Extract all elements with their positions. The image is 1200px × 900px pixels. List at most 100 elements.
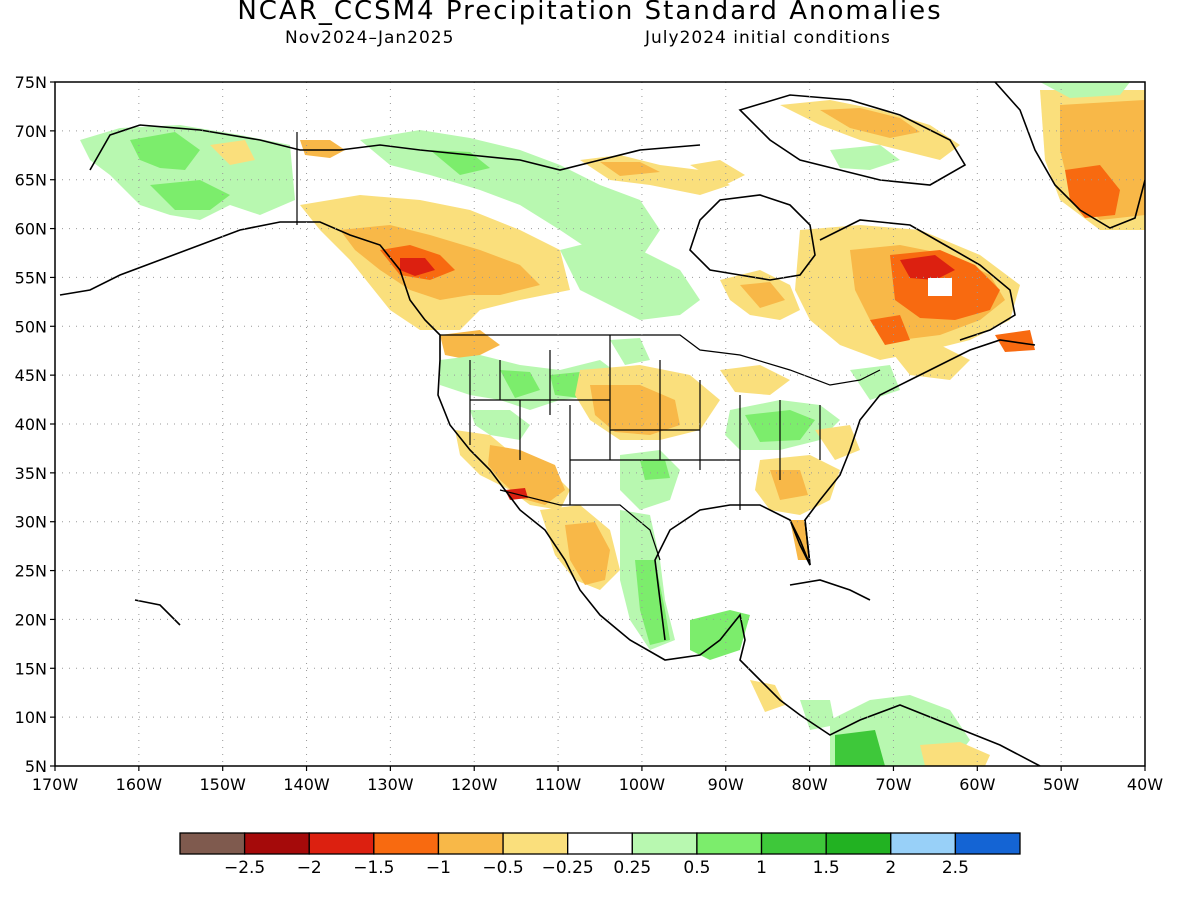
lat-label: 5N bbox=[25, 757, 47, 776]
anomaly-arctic-dry-2 bbox=[600, 162, 660, 176]
colorbar-swatch bbox=[631, 832, 698, 855]
colorbar-swatch bbox=[825, 832, 892, 855]
lon-label: 90W bbox=[708, 775, 744, 794]
lon-label: 60W bbox=[959, 775, 995, 794]
lat-label: 25N bbox=[15, 562, 47, 581]
anomaly-nevada-wet bbox=[470, 410, 530, 440]
lon-label: 110W bbox=[535, 775, 582, 794]
coastlines bbox=[59, 82, 1145, 766]
cuba bbox=[789, 579, 871, 601]
colorbar: −2.5 −2 −1.5 −1 −0.5 −0.25 0.25 0.5 1 1.5 2 2.5 bbox=[179, 832, 1021, 878]
colorbar-label: −0.5 bbox=[482, 858, 523, 878]
colorbar-label: 1 bbox=[756, 858, 767, 878]
lat-label: 15N bbox=[15, 659, 47, 678]
colorbar-swatch bbox=[567, 832, 633, 855]
anomaly-arizona-dry bbox=[488, 445, 565, 505]
anomaly-great-lakes-dry bbox=[720, 365, 790, 395]
lat-label: 30N bbox=[15, 513, 47, 532]
colorbar-swatch bbox=[243, 832, 310, 855]
colorbar-swatch bbox=[308, 832, 375, 855]
anomaly-caribbean-coast-wet bbox=[800, 700, 835, 730]
lon-label: 70W bbox=[875, 775, 911, 794]
lon-label: 40W bbox=[1127, 775, 1163, 794]
colorbar-label: −0.25 bbox=[542, 858, 594, 878]
anomaly-alaska-dry bbox=[210, 140, 255, 165]
anomaly-labrador-hole bbox=[928, 278, 952, 296]
lon-label: 130W bbox=[367, 775, 414, 794]
colorbar-label: −1 bbox=[426, 858, 451, 878]
anomaly-central-america-dry bbox=[750, 680, 785, 712]
colorbar-swatch bbox=[437, 832, 504, 855]
anomaly-idaho-wet bbox=[500, 370, 540, 398]
anomaly-greenland-wet bbox=[1040, 82, 1130, 98]
lon-label: 50W bbox=[1043, 775, 1079, 794]
hudson-bay bbox=[689, 194, 816, 281]
lat-label: 70N bbox=[15, 122, 47, 141]
colorbar-swatch bbox=[890, 832, 957, 855]
anomaly-texas-wet-2 bbox=[640, 460, 670, 480]
arctic-coast bbox=[89, 124, 701, 171]
colorbar-swatch bbox=[760, 832, 827, 855]
anomaly-texas-wet bbox=[620, 450, 680, 510]
anomaly-mexico-dry bbox=[565, 522, 610, 585]
anomaly-labrador-dry-core bbox=[900, 255, 955, 280]
anomaly-shading bbox=[80, 82, 1145, 766]
lon-label: 160W bbox=[116, 775, 163, 794]
us-canada-border bbox=[440, 334, 881, 386]
anomaly-baffin-wet bbox=[830, 145, 900, 170]
lon-label: 150W bbox=[200, 775, 247, 794]
anomaly-arctic-islands-wet bbox=[360, 130, 660, 270]
colorbar-label: 1.5 bbox=[813, 858, 840, 878]
anomaly-mexico-east-wet-2 bbox=[635, 560, 670, 645]
lat-label: 50N bbox=[15, 317, 47, 336]
chart-title: NCAR_CCSM4 Precipitation Standard Anomal… bbox=[237, 0, 943, 26]
colorbar-swatch bbox=[696, 832, 763, 855]
anomaly-northeast-wet bbox=[850, 365, 900, 400]
lon-label: 140W bbox=[283, 775, 330, 794]
anomaly-alaska-interior bbox=[130, 132, 200, 170]
borders bbox=[296, 132, 881, 561]
colorbar-label: 2 bbox=[885, 858, 896, 878]
anomaly-newfoundland-dry bbox=[995, 330, 1035, 352]
colorbar-swatch bbox=[954, 832, 1021, 855]
anomaly-venezuela-dry bbox=[920, 742, 990, 766]
anomaly-maritimes-dry bbox=[890, 345, 970, 380]
us-mexico-border bbox=[499, 489, 661, 561]
colorbar-label: 0.25 bbox=[613, 858, 651, 878]
anomaly-greenland-dry-strong bbox=[1065, 165, 1120, 218]
map-axes: 170W 160W 150W 140W 130W 120W 110W 100W 90W 80W 70… bbox=[15, 73, 1164, 794]
forecast-period: Nov2024–Jan2025 bbox=[285, 28, 455, 48]
colorbar-label: −2.5 bbox=[224, 858, 265, 878]
anomaly-yukon-dry bbox=[300, 140, 345, 158]
anomaly-manitoba-wet bbox=[560, 240, 700, 320]
lon-label: 120W bbox=[451, 775, 498, 794]
anomaly-alaska-south bbox=[150, 180, 230, 210]
lat-label: 75N bbox=[15, 73, 47, 92]
colorbar-swatch bbox=[179, 832, 246, 855]
anomaly-bc-dry-core bbox=[400, 258, 435, 276]
anomaly-ontario-dry-2 bbox=[740, 282, 785, 308]
anomaly-gaspe-dry bbox=[870, 315, 910, 345]
lat-label: 45N bbox=[15, 366, 47, 385]
anomaly-nunavut-dry bbox=[690, 160, 745, 185]
lat-label: 55N bbox=[15, 268, 47, 287]
lon-label: 170W bbox=[32, 775, 79, 794]
lat-label: 40N bbox=[15, 415, 47, 434]
anomaly-colombia-wet-2 bbox=[835, 730, 885, 766]
lat-label: 10N bbox=[15, 708, 47, 727]
gulf-coast bbox=[654, 339, 1036, 641]
baffin-island bbox=[738, 94, 967, 186]
lat-label: 35N bbox=[15, 464, 47, 483]
lat-label: 20N bbox=[15, 610, 47, 629]
florida bbox=[789, 519, 811, 566]
lon-label: 100W bbox=[619, 775, 666, 794]
lat-label: 60N bbox=[15, 220, 47, 239]
anomaly-pnw-dry bbox=[440, 330, 500, 360]
greenland bbox=[994, 82, 1145, 229]
lon-label: 80W bbox=[792, 775, 828, 794]
labrador-coast bbox=[819, 219, 1016, 341]
colorbar-label: −1.5 bbox=[353, 858, 394, 878]
anomaly-plains-dry bbox=[590, 385, 680, 435]
initial-conditions: July2024 initial conditions bbox=[645, 28, 891, 48]
